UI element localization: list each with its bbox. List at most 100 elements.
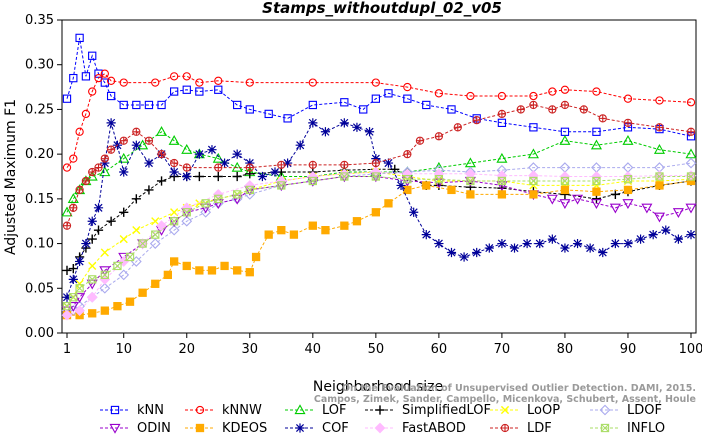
data-point-kdeos-13 (220, 261, 229, 271)
x-tick-label-100: 100 (679, 342, 702, 357)
data-point-inflo-10 (182, 208, 191, 217)
legend-item-knn: kNN (100, 403, 164, 418)
data-point-odin-25 (572, 194, 584, 205)
data-point-knn-15 (214, 85, 223, 94)
data-point-lof-27 (653, 143, 666, 154)
watermark-line-1: On the Evaluation of Unsupervised Outlie… (342, 383, 696, 394)
x-tick-label-20: 20 (178, 342, 195, 357)
x-tick-label-10: 10 (115, 342, 132, 357)
data-point-knn-9 (132, 100, 141, 110)
data-point-knn-30 (529, 123, 538, 132)
data-point-cof-36 (459, 252, 469, 262)
data-point-knn-32 (592, 127, 601, 136)
series-kdeos (62, 176, 696, 320)
data-point-cof-6 (100, 158, 110, 168)
legend-marker-simplifiedlof (375, 405, 385, 415)
data-point-knnw-24 (592, 87, 601, 96)
legend-label-loop: LoOP (527, 403, 560, 418)
data-point-ldf-1 (69, 203, 78, 212)
data-point-kdeos-23 (352, 217, 362, 226)
data-point-cof-2 (75, 256, 85, 267)
data-point-knn-12 (170, 87, 179, 96)
legend-item-kdeos: KDEOS (185, 421, 267, 434)
data-point-knnw-21 (529, 91, 538, 101)
data-point-knn-27 (447, 105, 456, 114)
data-point-cof-28 (364, 127, 375, 137)
y-tick-label-0.15: 0.15 (25, 192, 54, 207)
data-point-ldf-23 (453, 123, 462, 132)
data-point-kdeos-35 (655, 181, 664, 190)
data-point-odin-23 (546, 194, 558, 205)
data-point-ldof-8 (168, 224, 180, 236)
data-point-lof-23 (527, 148, 539, 159)
data-point-inflo-22 (497, 176, 507, 186)
data-point-knn-19 (283, 114, 292, 123)
data-point-inflo-21 (466, 176, 475, 186)
y-tick-label-0.00: 0.00 (25, 326, 54, 341)
data-point-inflo-17 (340, 172, 349, 181)
legend-item-inflo: INFLO (590, 421, 665, 434)
series-fastabod (61, 166, 697, 321)
data-point-lof-8 (156, 126, 168, 136)
data-point-odin-12 (231, 194, 243, 205)
y-tick-label-0.10: 0.10 (25, 237, 54, 252)
data-point-lof-10 (181, 143, 193, 154)
data-point-inflo-26 (623, 175, 633, 184)
data-point-cof-54 (686, 230, 696, 240)
data-point-odin-24 (559, 199, 571, 210)
data-point-loop-3 (88, 261, 97, 271)
data-point-inflo-4 (100, 270, 109, 280)
data-point-simplifiedlof-0 (62, 265, 72, 275)
data-point-ldf-8 (119, 136, 128, 145)
legend-label-knnw: kNNW (222, 403, 262, 418)
data-point-simplifiedlof-4 (87, 234, 97, 244)
data-point-cof-7 (106, 118, 116, 128)
data-point-kdeos-15 (245, 268, 254, 277)
data-point-knnw-10 (170, 72, 179, 81)
data-point-knnw-22 (548, 87, 557, 96)
data-point-cof-21 (270, 167, 280, 177)
data-point-knnw-12 (195, 78, 204, 87)
data-point-cof-35 (446, 247, 457, 258)
data-point-simplifiedlof-7 (119, 207, 129, 217)
data-point-cof-53 (673, 234, 683, 244)
data-point-cof-51 (648, 230, 658, 240)
data-point-fastabod-1 (74, 305, 85, 317)
x-tick-label-40: 40 (305, 342, 322, 357)
data-point-cof-40 (509, 243, 520, 253)
data-point-ldf-7 (106, 145, 116, 154)
y-axis-title: Adjusted Maximum F1 (3, 99, 19, 255)
data-point-cof-4 (87, 216, 97, 226)
data-point-cof-39 (497, 238, 507, 249)
legend-item-loop: LoOP (490, 403, 560, 418)
data-point-kdeos-29 (466, 190, 475, 199)
data-point-kdeos-19 (289, 230, 299, 239)
data-point-knnw-8 (119, 78, 128, 87)
data-point-knn-8 (119, 100, 128, 110)
x-tick-label-90: 90 (620, 342, 637, 357)
data-point-knnw-11 (182, 72, 191, 81)
series-cof (62, 118, 696, 302)
data-point-cof-10 (131, 140, 141, 150)
data-point-ldf-6 (100, 154, 109, 163)
data-point-cof-24 (308, 118, 318, 128)
data-point-cof-26 (339, 118, 349, 128)
data-point-ldf-28 (548, 105, 557, 114)
data-point-knn-29 (497, 118, 507, 127)
legend-label-lof: LOF (322, 403, 347, 418)
data-point-lof-13 (231, 161, 243, 172)
data-point-ldof-7 (149, 238, 161, 249)
data-point-knn-23 (371, 94, 380, 103)
data-point-cof-29 (371, 154, 381, 164)
data-point-knnw-18 (434, 89, 444, 98)
data-point-knnw-15 (308, 78, 317, 87)
data-point-ldf-13 (182, 163, 191, 172)
data-point-kdeos-21 (321, 226, 330, 235)
data-point-cof-42 (535, 238, 545, 249)
data-point-cof-48 (610, 238, 620, 249)
data-point-ldf-18 (340, 160, 349, 170)
legend-item-odin: ODIN (100, 421, 171, 434)
data-point-knn-16 (233, 100, 242, 110)
data-point-odin-26 (590, 199, 602, 210)
chart-title: Stamps_withoutdupl_02_v05 (262, 0, 502, 17)
